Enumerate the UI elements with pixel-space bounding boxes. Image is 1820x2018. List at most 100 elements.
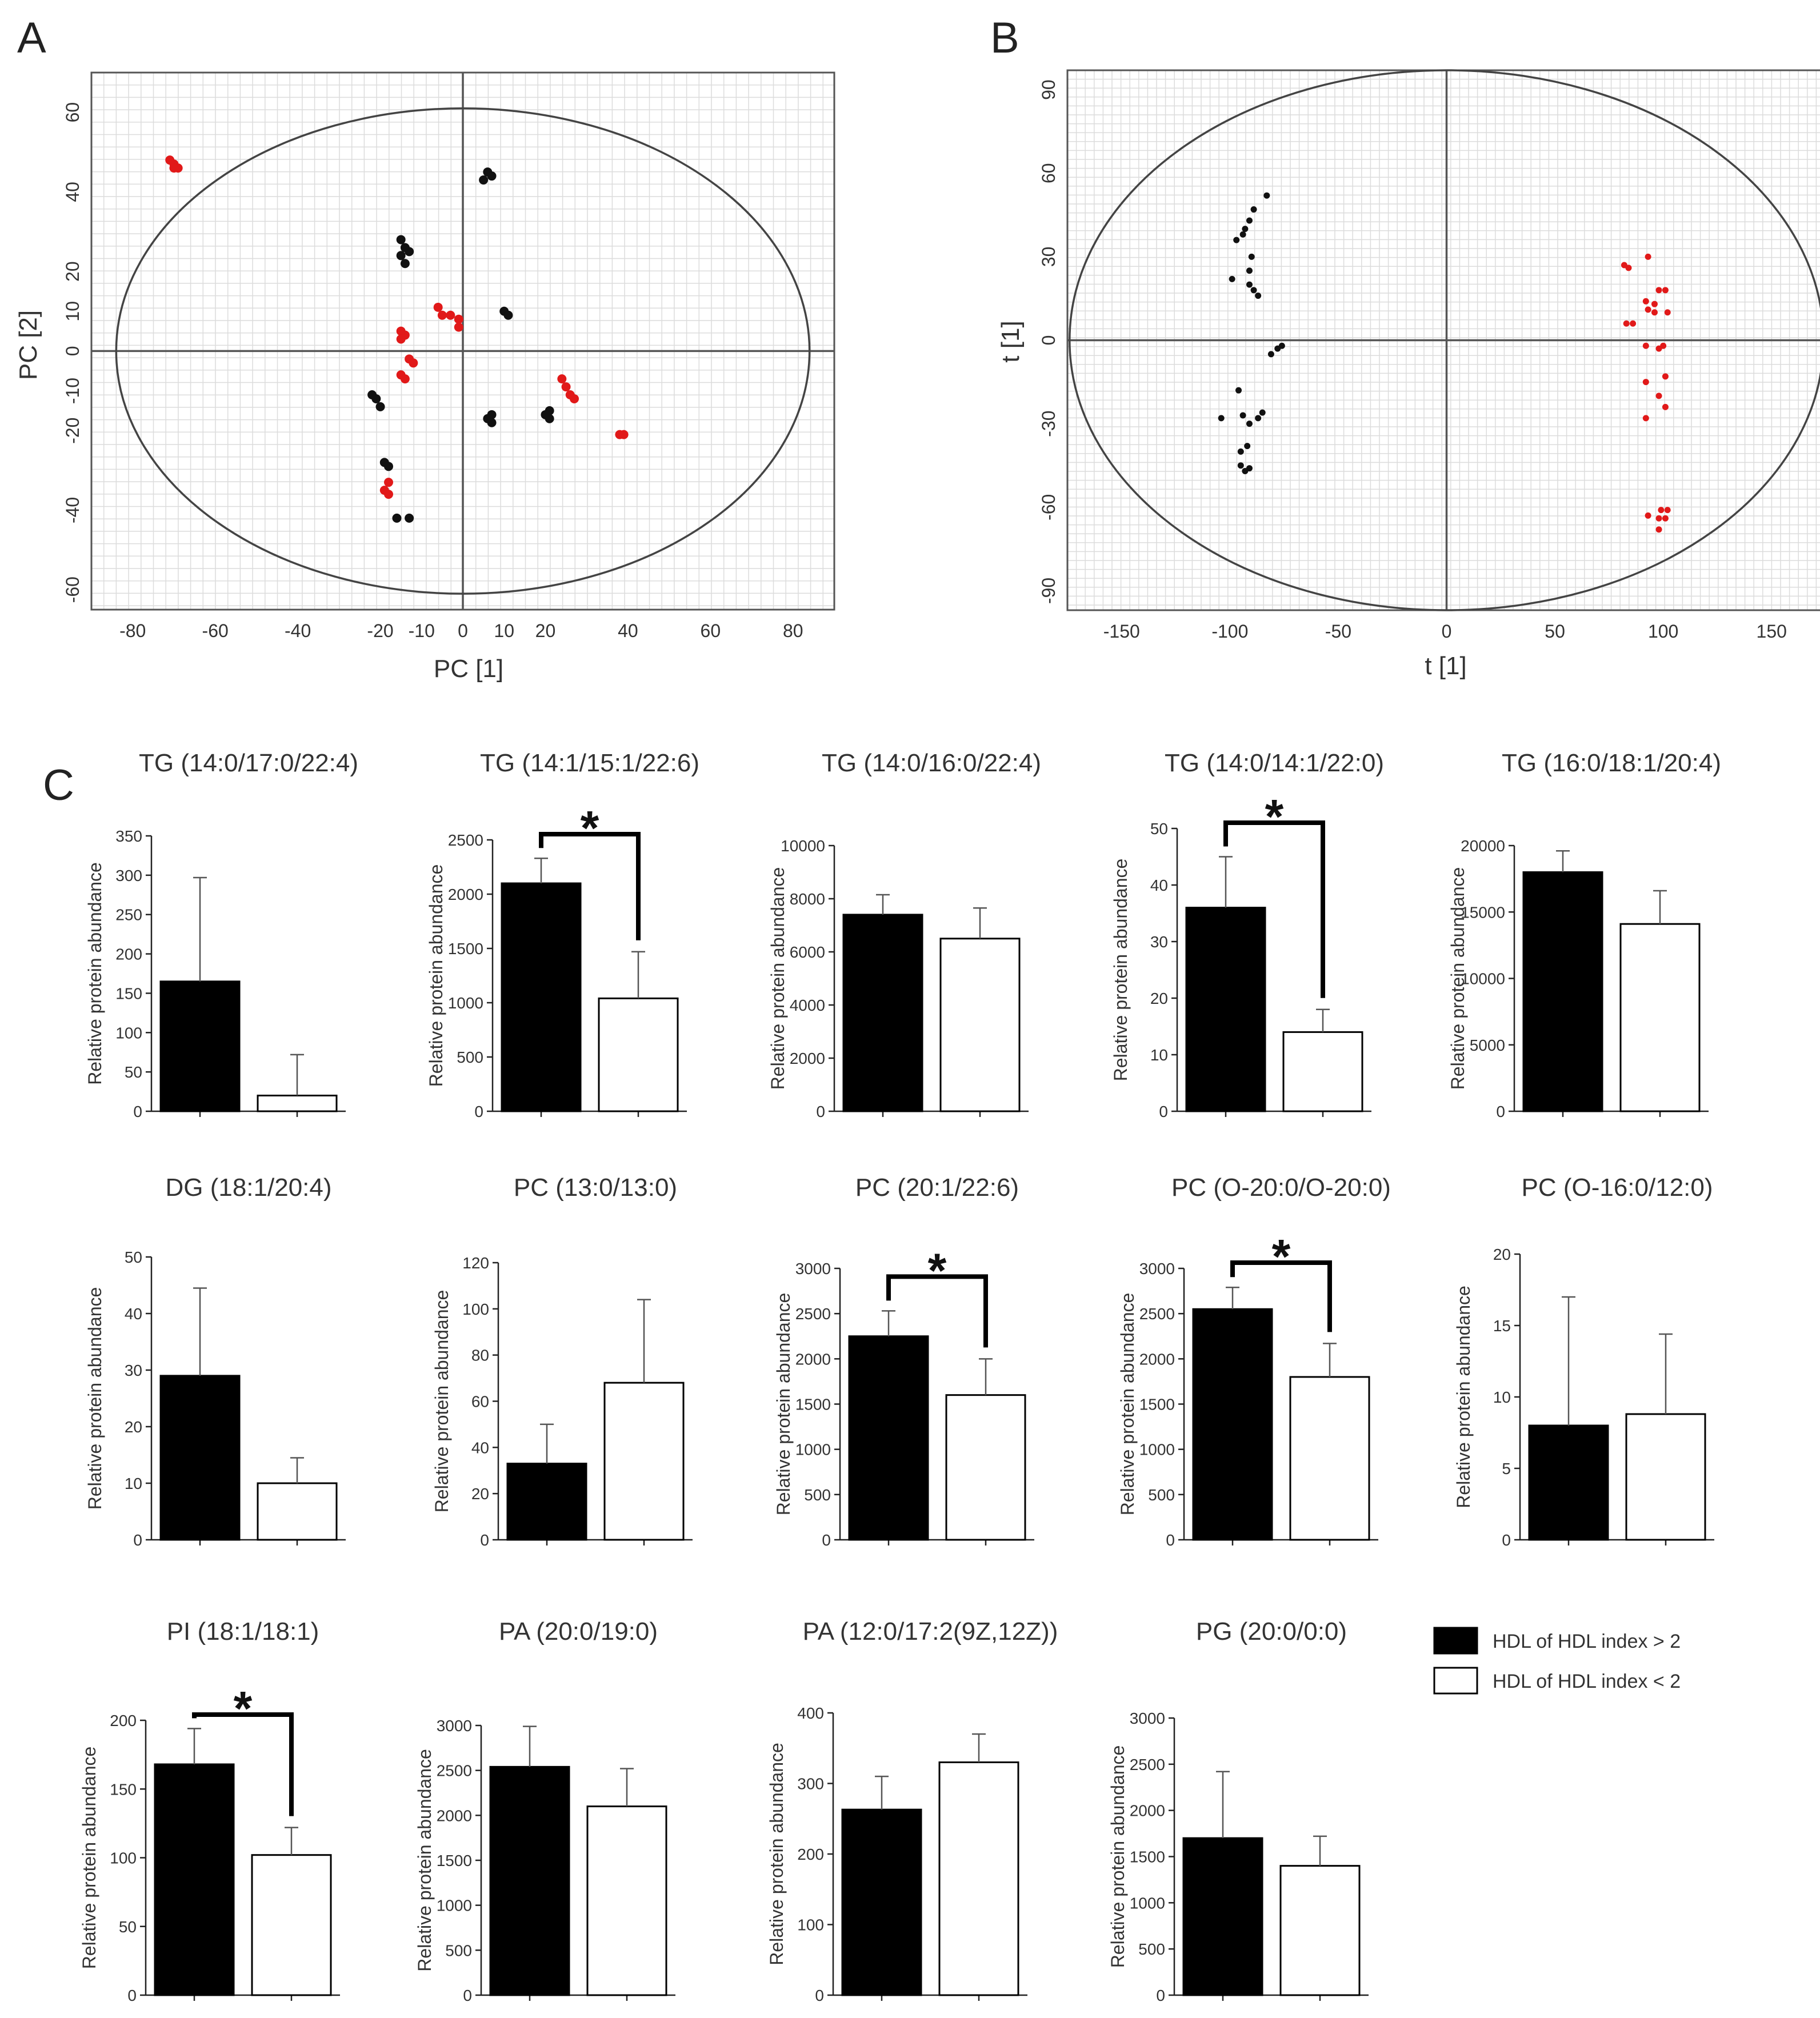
x-tick-label-a: 0 [458, 620, 468, 641]
data-point-black [487, 171, 497, 181]
data-point-black [1239, 412, 1246, 419]
y-axis-label: Relative protein abundance [767, 867, 788, 1090]
y-tick-label-a: -40 [62, 497, 83, 523]
data-point-red [1658, 507, 1665, 514]
y-axis-label: Relative protein abundance [85, 1287, 105, 1510]
series-black-b [1218, 192, 1285, 474]
confidence-ellipse-b [1069, 69, 1820, 611]
y-tick-label: 5 [1502, 1460, 1511, 1478]
data-point-red [1662, 287, 1669, 294]
panel-label-c: C [43, 761, 74, 810]
y-tick-label: 3000 [1139, 1260, 1175, 1278]
y-tick-label: 1000 [437, 1897, 472, 1915]
y-tick-label: 1000 [448, 994, 483, 1012]
x-tick-label-a: -80 [119, 620, 146, 641]
y-tick-label: 10000 [1461, 970, 1505, 988]
data-point-red [446, 310, 455, 320]
data-point-black [384, 462, 393, 471]
y-tick-label: 2500 [795, 1305, 831, 1323]
data-point-black [1274, 345, 1281, 352]
chart-title: PC (20:1/22:6) [855, 1174, 1019, 1202]
bar-high-index [1185, 907, 1266, 1112]
data-point-red [433, 302, 443, 312]
bar-low-index [938, 1761, 1019, 1996]
y-tick-label: 500 [1148, 1486, 1175, 1504]
data-point-black [545, 414, 554, 423]
bar-low-index [603, 1382, 685, 1541]
y-tick-label: 1500 [448, 940, 483, 958]
y-tick-label-b: 30 [1038, 247, 1059, 267]
data-point-red [1630, 320, 1637, 327]
y-tick-label: 8000 [790, 890, 825, 908]
y-tick-label: 150 [115, 984, 142, 1002]
data-point-black [1237, 448, 1244, 455]
y-tick-label-a: -10 [62, 378, 83, 404]
bar-high-index [842, 914, 923, 1112]
x-tick-label-a: 20 [535, 620, 556, 641]
y-tick-label: 2500 [448, 831, 483, 849]
chart-title: PA (12:0/17:2(9Z,12Z)) [803, 1617, 1058, 1645]
bar-low-index [939, 938, 1021, 1112]
legend: HDL of HDL index > 2 HDL of HDL index < … [1433, 1627, 1681, 1695]
y-tick-label: 0 [1502, 1531, 1511, 1549]
y-tick-label-a: 40 [62, 182, 83, 202]
y-tick-label: 0 [127, 1987, 137, 2004]
y-tick-label: 20 [125, 1418, 142, 1436]
y-tick-label: 300 [797, 1775, 824, 1793]
data-point-red [409, 358, 418, 368]
y-tick-label-a: 60 [62, 102, 83, 123]
chart-title: TG (14:0/16:0/22:4) [822, 749, 1041, 777]
chart-title: PC (O-16:0/12:0) [1521, 1174, 1713, 1202]
panel-label-b: B [990, 14, 1019, 62]
y-tick-label: 0 [1159, 1103, 1168, 1120]
y-tick-label: 2500 [1130, 1756, 1165, 1773]
data-point-red [454, 314, 463, 324]
scatter-plot-a: PC [1] PC [2] -80 -60 -40 -20 -10 0 10 20 40 60 80… [14, 71, 835, 683]
y-tick-label: 10 [1150, 1046, 1168, 1064]
data-point-black [396, 251, 406, 261]
data-point-red [561, 382, 571, 392]
x-tick-label-a: -20 [367, 620, 393, 641]
scatter-plot-b: t [1] t [1] -150 -100 -50 0 50 100 150 -90 -60 -3… [997, 69, 1820, 680]
bar-high-index [489, 1765, 570, 1996]
data-point-black [479, 175, 489, 185]
y-tick-label: 1500 [795, 1396, 831, 1414]
data-point-black [1235, 387, 1242, 394]
data-point-black [375, 402, 385, 411]
y-tick-label: 3000 [1130, 1709, 1165, 1727]
y-tick-label: 20 [1150, 990, 1168, 1007]
data-point-red [1651, 309, 1658, 316]
y-tick-label: 1500 [1130, 1848, 1165, 1866]
x-tick-label-b: 50 [1545, 621, 1565, 642]
y-tick-label: 6000 [790, 943, 825, 961]
plot-area-a: -80 -60 -40 -20 -10 0 10 20 40 60 80 -60 -40 -20 -10 0 1… [62, 71, 835, 641]
legend-swatch-low [1433, 1667, 1478, 1695]
y-tick-label: 50 [119, 1918, 137, 1936]
series-red-a [165, 155, 629, 499]
y-tick-label: 3000 [437, 1717, 472, 1735]
data-point-red [1655, 287, 1662, 294]
y-tick-label: 0 [463, 1987, 472, 2004]
panel-label-a: A [17, 14, 46, 62]
bar-chart-grid: TG (14:0/17:0/22:4) Relative protein abun… [79, 749, 1721, 2004]
x-tick-label-a: 60 [701, 620, 721, 641]
chart-title: TG (14:0/17:0/22:4) [139, 749, 358, 777]
data-point-red [619, 430, 629, 439]
data-point-red [1621, 262, 1627, 269]
y-tick-label-a: -20 [62, 418, 83, 444]
data-point-black [1246, 281, 1253, 288]
data-point-black [503, 310, 513, 320]
bar-chart-C14: PG (20:0/0:0) Relative protein abundance 0… [1107, 1617, 1369, 2004]
y-axis-label: Relative protein abundance [1110, 859, 1131, 1082]
y-tick-label: 10 [125, 1475, 142, 1492]
data-point-black [1237, 462, 1244, 469]
data-point-red [1651, 301, 1658, 307]
y-tick-label: 0 [1156, 1987, 1165, 2004]
y-tick-label: 80 [471, 1347, 489, 1364]
data-point-black [1250, 206, 1257, 213]
y-tick-label-a: 10 [62, 301, 83, 322]
y-tick-label-b: 90 [1038, 79, 1059, 100]
x-tick-label-b: -50 [1325, 621, 1351, 642]
data-point-red [1642, 342, 1649, 349]
significance-bracket [1223, 820, 1325, 998]
